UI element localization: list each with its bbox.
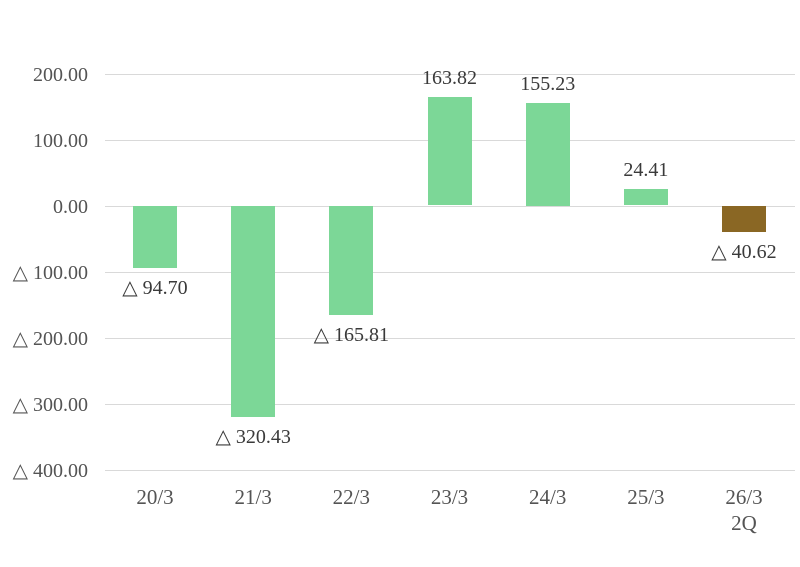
y-axis-label-0: 0.00 (53, 195, 88, 218)
gridline--300 (105, 403, 795, 405)
gridline--200 (105, 337, 795, 339)
y-axis-label--100: △ 100.00 (12, 261, 88, 284)
x-axis-label-22-3: 22/3 (332, 485, 370, 509)
data-label-26-3: △ 40.62 (711, 241, 777, 264)
y-axis-label--400: △ 400.00 (12, 459, 88, 482)
x-axis-label-23-3: 23/3 (430, 485, 469, 509)
x-axis-label-26-3-line2: 2Q (731, 511, 757, 535)
data-label-25-3: 24.41 (623, 159, 669, 182)
data-label-24-3: 155.23 (520, 73, 576, 95)
gridline-0 (105, 205, 795, 207)
gridline--400 (105, 469, 795, 471)
bar-22-3 (329, 205, 374, 315)
bar-24-3 (525, 103, 570, 206)
bar-21-3 (231, 205, 276, 417)
data-label-22-3: △ 165.81 (313, 323, 389, 346)
x-axis-label-25-3: 25/3 (627, 485, 665, 509)
x-axis-label-20-3: 20/3 (136, 485, 174, 509)
x-axis-label-21-3: 21/3 (234, 485, 272, 509)
bar-20-3 (133, 205, 177, 268)
y-axis-label-200: 200.00 (33, 63, 88, 86)
x-axis-label-26-3: 26/3 (725, 485, 763, 509)
y-axis-label-100: 100.00 (33, 129, 88, 152)
y-axis-label--300: △ 300.00 (12, 393, 88, 416)
y-axis-label--200: △ 200.00 (12, 327, 88, 350)
x-axis-label-24-3: 24/3 (529, 485, 567, 509)
bar-23-3 (427, 97, 472, 206)
bar-26-3 (722, 205, 766, 233)
data-label-23-3: 163.82 (422, 67, 477, 90)
gridline-200 (105, 73, 795, 75)
data-label-20-3: △ 94.70 (122, 277, 188, 299)
data-label-21-3: △ 320.43 (215, 426, 291, 448)
gridline--100 (105, 271, 795, 273)
bar-25-3 (623, 189, 668, 206)
